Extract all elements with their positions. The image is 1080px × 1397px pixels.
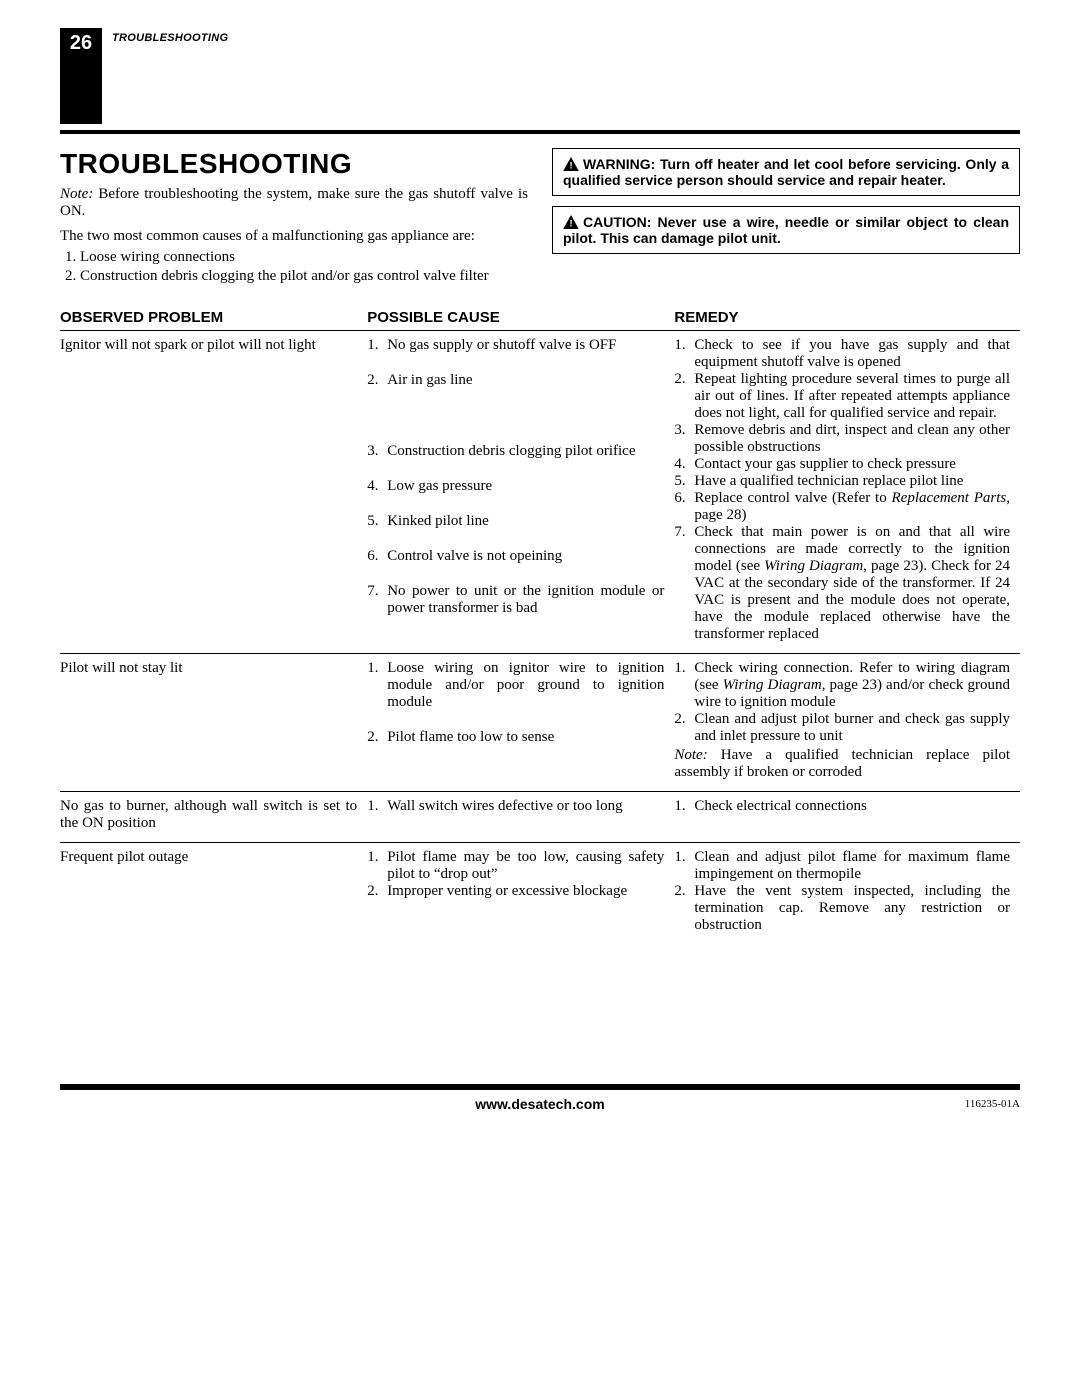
svg-text:!: ! bbox=[569, 219, 572, 229]
problem-cell: Frequent pilot outage bbox=[60, 843, 367, 945]
section-title: TROUBLESHOOTING bbox=[60, 148, 528, 180]
footer-doc-number: 116235-01A bbox=[965, 1098, 1020, 1110]
cause-cell: 1.No gas supply or shutoff valve is OFF … bbox=[367, 331, 674, 654]
page-number: 26 bbox=[70, 32, 92, 124]
col-header-cause: POSSIBLE CAUSE bbox=[367, 305, 674, 331]
problem-cell: Ignitor will not spark or pilot will not… bbox=[60, 331, 367, 654]
intro-sentence: The two most common causes of a malfunct… bbox=[60, 228, 528, 245]
caution-text: CAUTION: Never use a wire, needle or sim… bbox=[563, 214, 1009, 246]
cause-cell: 1.Loose wiring on ignitor wire to igniti… bbox=[367, 654, 674, 792]
table-row: No gas to burner, although wall switch i… bbox=[60, 792, 1020, 843]
cause-cell: 1.Wall switch wires defective or too lon… bbox=[367, 792, 674, 843]
warning-box: ! WARNING: Turn off heater and let cool … bbox=[552, 148, 1020, 196]
col-header-problem: OBSERVED PROBLEM bbox=[60, 305, 367, 331]
svg-text:!: ! bbox=[569, 161, 572, 171]
footer-url: www.desatech.com bbox=[475, 1096, 604, 1112]
page-footer: www.desatech.com 116235-01A bbox=[60, 1090, 1020, 1112]
caution-box: ! CAUTION: Never use a wire, needle or s… bbox=[552, 206, 1020, 254]
problem-cell: No gas to burner, although wall switch i… bbox=[60, 792, 367, 843]
remedy-cell: 1.Check to see if you have gas supply an… bbox=[674, 331, 1020, 654]
intro-left-column: TROUBLESHOOTING Note: Before troubleshoo… bbox=[60, 148, 528, 287]
table-row: Pilot will not stay lit 1.Loose wiring o… bbox=[60, 654, 1020, 792]
caution-icon: ! bbox=[563, 215, 579, 229]
warning-icon: ! bbox=[563, 157, 579, 171]
intro-item: Loose wiring connections bbox=[80, 249, 528, 266]
page-number-box: 26 bbox=[60, 28, 102, 124]
intro-item: Construction debris clogging the pilot a… bbox=[80, 268, 528, 285]
troubleshooting-table: OBSERVED PROBLEM POSSIBLE CAUSE REMEDY I… bbox=[60, 305, 1020, 944]
intro-right-column: ! WARNING: Turn off heater and let cool … bbox=[552, 148, 1020, 287]
note-label: Note: bbox=[60, 186, 93, 202]
remedy-cell: 1.Clean and adjust pilot flame for maxim… bbox=[674, 843, 1020, 945]
remedy-cell: 1.Check electrical connections bbox=[674, 792, 1020, 843]
intro-columns: TROUBLESHOOTING Note: Before troubleshoo… bbox=[60, 148, 1020, 287]
cause-cell: 1.Pilot flame may be too low, causing sa… bbox=[367, 843, 674, 945]
table-row: Ignitor will not spark or pilot will not… bbox=[60, 331, 1020, 654]
top-rule bbox=[60, 130, 1020, 134]
remedy-cell: 1.Check wiring connection. Refer to wiri… bbox=[674, 654, 1020, 792]
header-section-label: TROUBLESHOOTING bbox=[112, 32, 228, 44]
page-header: 26 TROUBLESHOOTING bbox=[60, 28, 1020, 124]
problem-cell: Pilot will not stay lit bbox=[60, 654, 367, 792]
table-header-row: OBSERVED PROBLEM POSSIBLE CAUSE REMEDY bbox=[60, 305, 1020, 331]
note-line: Note: Before troubleshooting the system,… bbox=[60, 186, 528, 220]
intro-list: Loose wiring connections Construction de… bbox=[60, 249, 528, 285]
table-row: Frequent pilot outage 1.Pilot flame may … bbox=[60, 843, 1020, 945]
col-header-remedy: REMEDY bbox=[674, 305, 1020, 331]
sub-note: Note: Have a qualified technician replac… bbox=[674, 747, 1010, 781]
note-text: Before troubleshooting the system, make … bbox=[60, 186, 528, 219]
warning-text: WARNING: Turn off heater and let cool be… bbox=[563, 156, 1009, 188]
